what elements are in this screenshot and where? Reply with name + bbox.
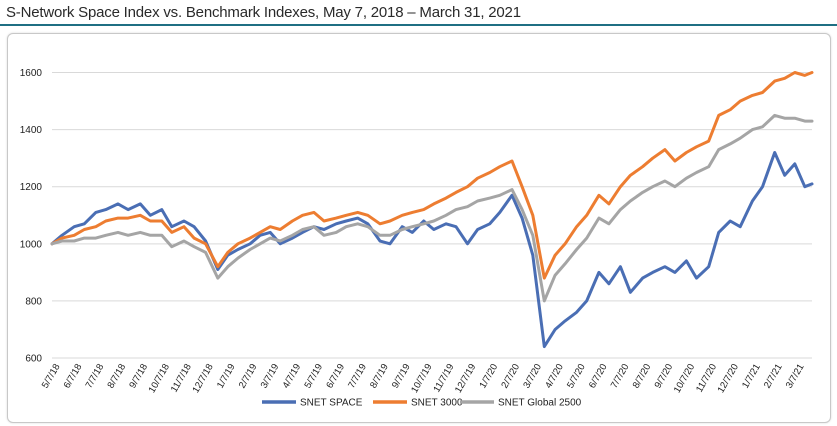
x-tick-label: 10/7/20 — [672, 362, 697, 395]
series-line-0 — [50, 151, 814, 349]
chart-title: S-Network Space Index vs. Benchmark Inde… — [6, 4, 521, 21]
x-tick-label: 2/7/19 — [237, 362, 260, 390]
x-tick-label: 12/7/20 — [716, 362, 741, 395]
x-tick-label: 5/7/18 — [40, 362, 63, 390]
y-tick-label: 1600 — [20, 68, 43, 79]
x-tick-label: 8/7/18 — [106, 362, 129, 390]
x-tick-label: 1/7/20 — [478, 362, 501, 390]
x-tick-label: 2/7/20 — [499, 362, 522, 390]
x-tick-label: 10/7/19 — [409, 362, 434, 395]
x-tick-label: 12/7/18 — [190, 362, 215, 395]
legend-label: SNET SPACE — [300, 398, 363, 409]
x-tick-label: 6/7/20 — [587, 362, 610, 390]
x-tick-label: 5/7/19 — [302, 362, 325, 390]
x-tick-label: 7/7/18 — [84, 362, 107, 390]
y-tick-label: 1200 — [20, 182, 43, 193]
x-tick-label: 3/7/21 — [784, 362, 807, 390]
x-tick-label: 8/7/19 — [368, 362, 391, 390]
x-tick-label: 9/7/18 — [127, 362, 150, 390]
title-divider — [0, 24, 837, 26]
x-tick-label: 9/7/20 — [653, 362, 676, 390]
x-tick-label: 12/7/19 — [453, 362, 478, 395]
legend: SNET SPACE SNET 3000 SNET Global 2500 — [262, 398, 582, 409]
x-tick-label: 3/7/20 — [521, 362, 544, 390]
x-tick-label: 4/7/20 — [543, 362, 566, 390]
x-tick-label: 6/7/18 — [62, 362, 85, 390]
x-tick-label: 3/7/19 — [259, 362, 282, 390]
x-tick-label: 4/7/19 — [281, 362, 304, 390]
y-tick-label: 800 — [25, 296, 42, 307]
legend-label: SNET Global 2500 — [498, 398, 582, 409]
y-axis-ticks: 600 800 1000 1200 1400 1600 — [20, 68, 43, 364]
series-line-2 — [50, 113, 814, 303]
x-tick-label: 1/7/21 — [740, 362, 763, 390]
series-line-1 — [50, 71, 814, 280]
x-tick-label: 10/7/18 — [147, 362, 172, 395]
y-tick-label: 1000 — [20, 239, 43, 250]
x-axis-ticks: 5/7/18 6/7/18 7/7/18 8/7/18 9/7/1810/7/1811/… — [40, 362, 807, 395]
x-tick-label: 7/7/19 — [346, 362, 369, 390]
x-tick-label: 9/7/19 — [390, 362, 413, 390]
x-tick-label: 5/7/20 — [565, 362, 588, 390]
x-tick-label: 1/7/19 — [215, 362, 238, 390]
series-lines — [50, 71, 814, 349]
y-tick-label: 1400 — [20, 125, 43, 136]
x-tick-label: 2/7/21 — [762, 362, 785, 390]
x-tick-label: 8/7/20 — [631, 362, 654, 390]
x-tick-label: 6/7/19 — [324, 362, 347, 390]
legend-label: SNET 3000 — [411, 398, 463, 409]
x-tick-label: 7/7/20 — [609, 362, 632, 390]
y-tick-label: 600 — [25, 354, 42, 365]
